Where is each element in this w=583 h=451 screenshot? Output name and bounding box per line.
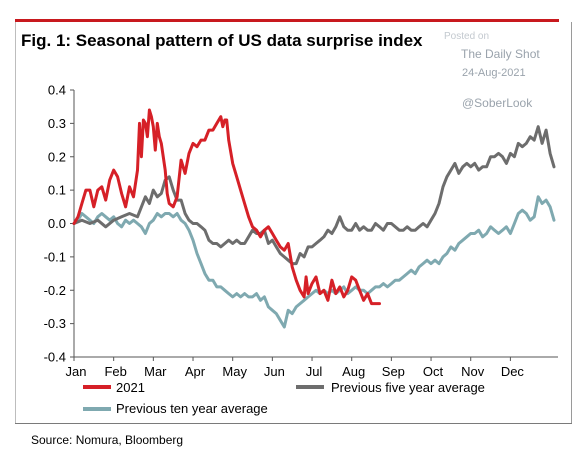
y-tick-label: -0.3 [44,316,66,331]
right-border [571,22,572,424]
y-tick-label: 0.3 [48,116,66,131]
source-note: Source: Nomura, Bloomberg [31,433,184,447]
y-tick-label: 0.2 [48,149,66,164]
series-line-previous-five-year-average [72,125,556,266]
y-tick-label: 0.0 [48,216,66,231]
watermark-site: The Daily Shot [461,47,540,61]
chart-title: Fig. 1: Seasonal pattern of US data surp… [21,31,423,50]
y-tick-label: -0.2 [44,283,66,298]
y-tick-label: -0.1 [44,249,66,264]
title-rule [15,19,559,22]
legend-label-2: Previous ten year average [116,401,268,416]
watermark-date: 24-Aug-2021 [462,67,526,79]
x-tick-label: Jul [306,364,323,379]
x-tick-label: Dec [501,364,525,379]
legend-label-1: Previous five year average [331,380,485,395]
x-tick-label: Sep [382,364,405,379]
x-tick-label: Nov [461,364,485,379]
x-tick-label: Jan [65,364,86,379]
x-tick-label: May [222,364,247,379]
x-tick-label: Jun [264,364,285,379]
x-tick-label: Apr [185,364,206,379]
series-line-2021 [72,108,381,306]
x-tick-label: Oct [423,364,444,379]
y-tick-label: -0.4 [44,350,66,365]
watermark-handle: @SoberLook [462,96,533,110]
x-tick-label: Mar [144,364,167,379]
x-tick-label: Feb [104,364,126,379]
y-tick-label: 0.1 [48,183,66,198]
y-tick-label: 0.4 [48,83,66,98]
legend-label-0: 2021 [116,380,145,395]
source-rule [15,423,572,424]
series-line-previous-ten-year-average [72,195,556,329]
watermark-posted: Posted on [444,31,490,42]
x-tick-label: Aug [342,364,365,379]
left-border [15,22,16,424]
